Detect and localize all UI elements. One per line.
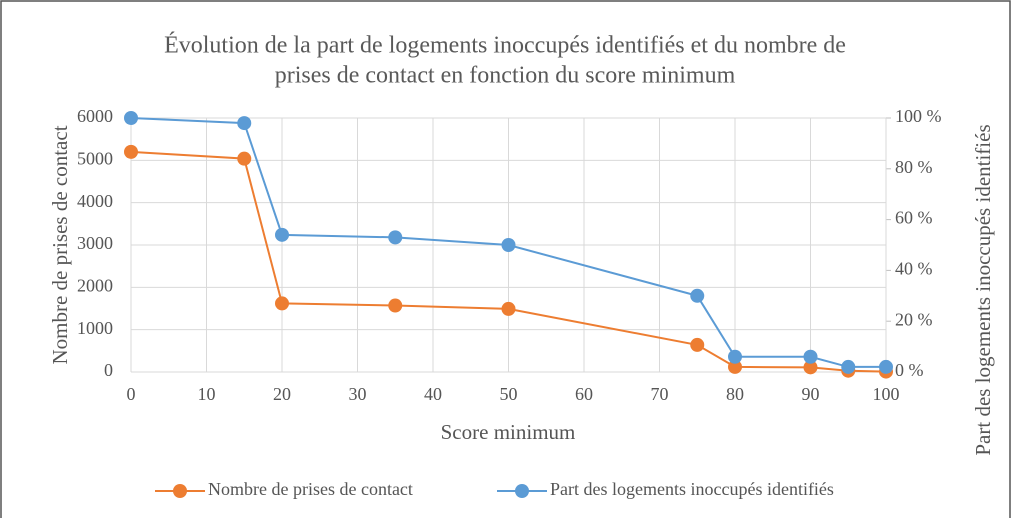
y2-tick-label: 100 % (895, 106, 942, 126)
data-point (275, 227, 289, 242)
data-point (803, 349, 818, 364)
series-line (130, 117, 886, 368)
x-tick-label: 30 (349, 384, 367, 404)
data-point (388, 298, 403, 313)
data-point (124, 111, 138, 125)
x-tick-label: 90 (802, 384, 820, 404)
data-point (803, 360, 818, 375)
data-point (237, 151, 252, 166)
x-tick-label: 70 (651, 384, 669, 404)
y-tick-label: 4000 (77, 191, 113, 211)
data-point (501, 301, 516, 316)
data-point (237, 116, 252, 131)
x-tick-label: 80 (726, 384, 744, 404)
y-tick-label: 2000 (77, 275, 113, 295)
y2-tick-label: 0 % (895, 360, 924, 380)
data-point (690, 288, 705, 303)
legend-label: Part des logements inoccupés identifiés (550, 479, 834, 499)
y2-axis-title: Part des logements inoccupés identifiés (971, 124, 995, 455)
series-line (130, 150, 887, 373)
data-point (124, 144, 138, 159)
x-tick-label: 10 (198, 384, 216, 404)
data-point (728, 359, 742, 374)
y-tick-label: 1000 (77, 318, 113, 338)
x-tick-label: 100 (873, 384, 900, 404)
data-point (841, 359, 856, 374)
x-tick-label: 50 (500, 384, 518, 404)
data-point (501, 238, 516, 252)
legend-marker (173, 484, 187, 498)
y-tick-label: 5000 (77, 148, 113, 168)
data-point (728, 349, 742, 364)
y-axis-title: Nombre de prises de contact (48, 125, 72, 364)
chart-title: Évolution de la part de logements inoccu… (164, 33, 846, 59)
y2-tick-label: 40 % (895, 259, 933, 279)
x-tick-label: 40 (424, 384, 442, 404)
data-point (275, 296, 289, 311)
data-point (388, 230, 403, 245)
y-tick-label: 3000 (77, 233, 113, 253)
x-tick-label: 60 (575, 384, 593, 404)
x-tick-label: 20 (273, 384, 291, 404)
y2-tick-label: 80 % (895, 157, 933, 177)
chart-title: prises de contact en fonction du score m… (275, 63, 736, 89)
legend-label: Nombre de prises de contact (208, 479, 413, 499)
x-tick-label: 0 (127, 384, 136, 404)
y-tick-label: 6000 (77, 106, 113, 126)
y2-tick-label: 20 % (895, 309, 933, 329)
data-point (879, 359, 893, 374)
data-point (690, 337, 705, 352)
x-axis-title: Score minimum (441, 420, 576, 444)
legend-marker (515, 484, 529, 498)
y-tick-label: 0 (104, 360, 113, 380)
y2-tick-label: 60 % (895, 208, 933, 228)
